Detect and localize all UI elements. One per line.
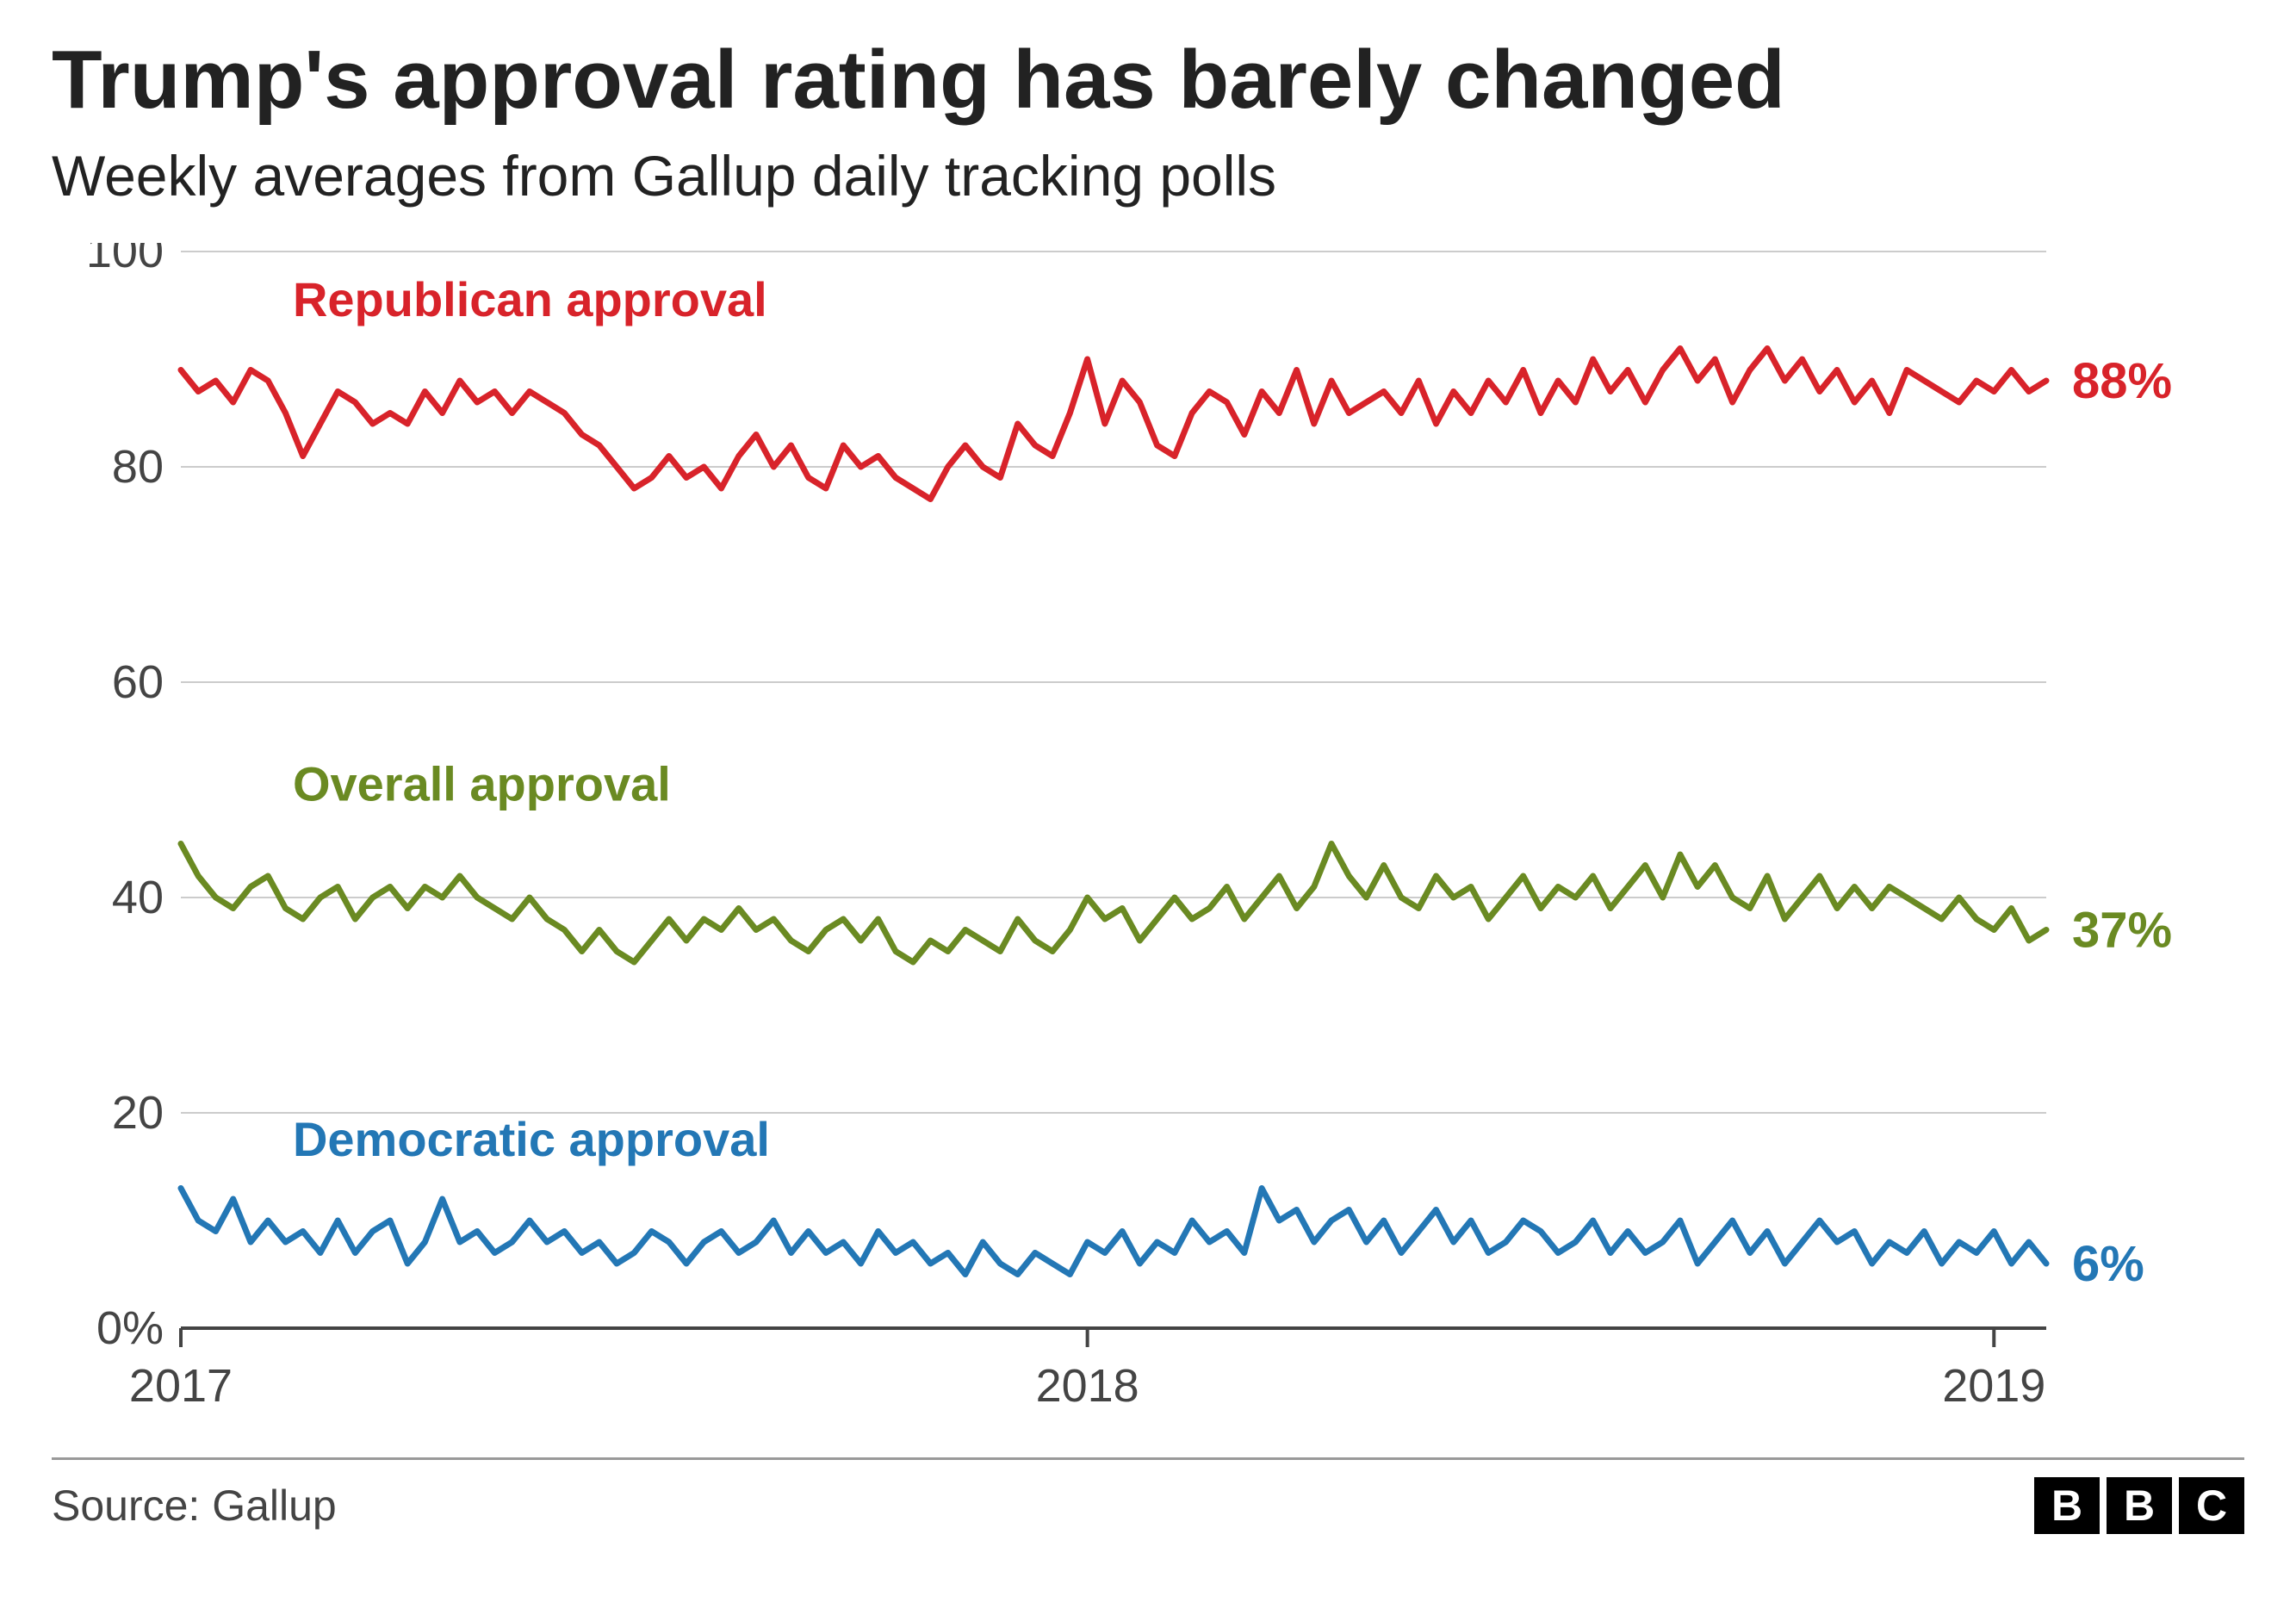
series-line (181, 1188, 2046, 1274)
bbc-logo: B B C (2034, 1477, 2244, 1534)
chart-container: Trump's approval rating has barely chang… (0, 0, 2296, 1615)
svg-text:60: 60 (112, 656, 164, 708)
series-line (181, 843, 2046, 962)
bbc-logo-letter: B (2107, 1477, 2172, 1534)
series-end-label: 88% (2072, 353, 2172, 409)
svg-text:40: 40 (112, 872, 164, 923)
chart-subtitle: Weekly averages from Gallup daily tracki… (52, 143, 2244, 208)
line-chart-svg: 0% 20 40 60 80 100 2017 2018 2019 Republican appr… (52, 243, 2244, 1432)
svg-text:2018: 2018 (1036, 1360, 1139, 1412)
svg-text:2019: 2019 (1942, 1360, 2045, 1412)
series-label: Overall approval (293, 756, 671, 811)
svg-text:80: 80 (112, 441, 164, 493)
chart-footer: Source: Gallup B B C (52, 1457, 2244, 1534)
svg-text:20: 20 (112, 1087, 164, 1139)
series-label: Democratic approval (293, 1112, 770, 1166)
chart-title: Trump's approval rating has barely chang… (52, 34, 2244, 126)
bbc-logo-letter: C (2179, 1477, 2244, 1534)
source-label: Source: Gallup (52, 1481, 337, 1531)
bbc-logo-letter: B (2034, 1477, 2100, 1534)
series-label: Republican approval (293, 272, 767, 326)
svg-text:2017: 2017 (129, 1360, 233, 1412)
series-line (181, 348, 2046, 499)
svg-text:0%: 0% (96, 1302, 164, 1354)
svg-text:100: 100 (86, 243, 164, 277)
series-end-label: 37% (2072, 902, 2172, 958)
series-end-label: 6% (2072, 1236, 2144, 1292)
chart-area: 0% 20 40 60 80 100 2017 2018 2019 Republican appr… (52, 243, 2244, 1432)
